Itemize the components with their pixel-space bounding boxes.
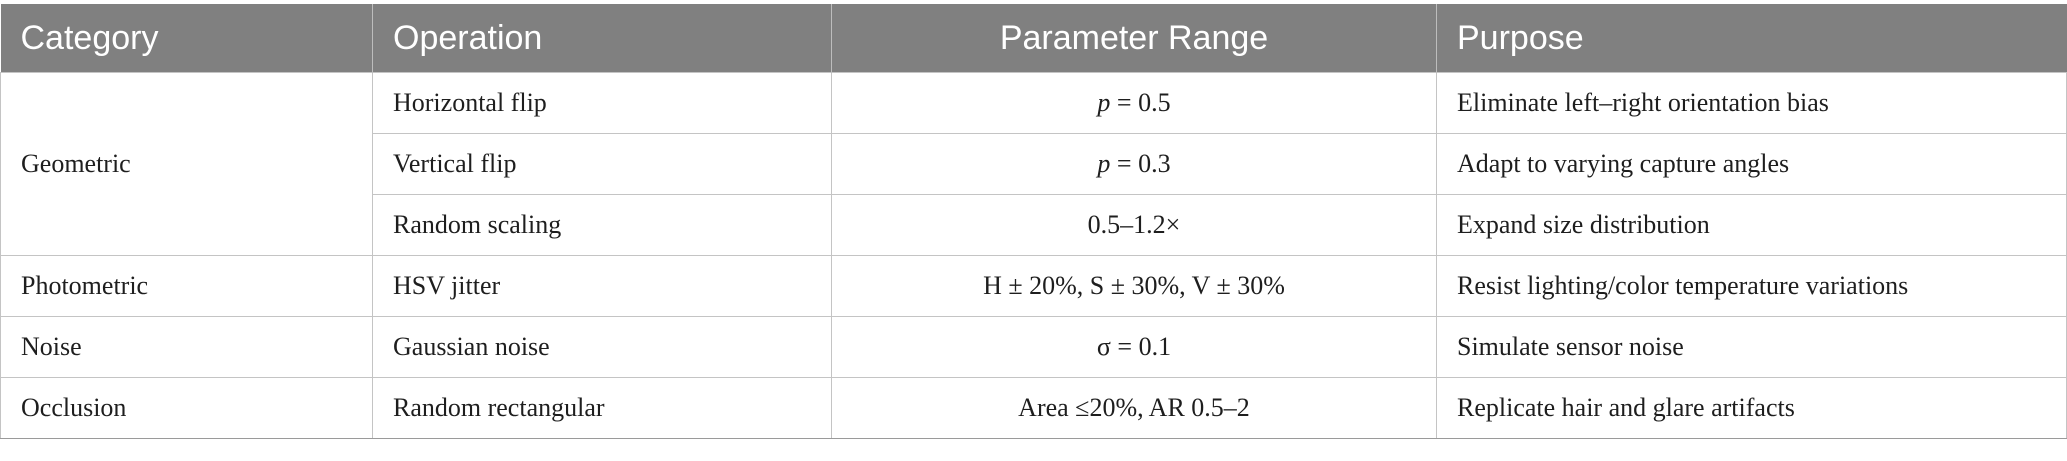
header-parameter-range: Parameter Range xyxy=(831,4,1437,73)
parameter-variable: p xyxy=(1097,88,1111,117)
parameter-cell: H ± 20%, S ± 30%, V ± 30% xyxy=(831,255,1437,317)
table-row: Geometric Horizontal flip p = 0.5 Elimin… xyxy=(0,72,2067,256)
category-cell: Noise xyxy=(0,316,373,378)
augmentation-table: Category Operation Parameter Range Purpo… xyxy=(0,4,2067,439)
operation-cell: Random rectangular xyxy=(372,377,832,439)
table-body: Geometric Horizontal flip p = 0.5 Elimin… xyxy=(0,72,2067,439)
category-cell: Geometric xyxy=(0,72,373,256)
parameter-variable: p xyxy=(1097,149,1111,178)
operation-cell: Vertical flip xyxy=(372,133,832,195)
category-cell: Photometric xyxy=(0,255,373,317)
purpose-cell: Simulate sensor noise xyxy=(1436,316,2067,378)
table-row: Photometric HSV jitter H ± 20%, S ± 30%,… xyxy=(0,255,2067,317)
parameter-cell: σ = 0.1 xyxy=(831,316,1437,378)
header-operation: Operation xyxy=(372,4,832,73)
parameter-cell: Area ≤20%, AR 0.5–2 xyxy=(831,377,1437,439)
parameter-value: = 0.3 xyxy=(1110,149,1171,178)
table-header: Category Operation Parameter Range Purpo… xyxy=(0,4,2067,73)
header-category: Category xyxy=(0,4,373,73)
operation-cell: HSV jitter xyxy=(372,255,832,317)
parameter-cell: 0.5–1.2× xyxy=(831,194,1437,256)
category-cell: Occlusion xyxy=(0,377,373,439)
parameter-cell: p = 0.5 xyxy=(831,72,1437,134)
purpose-cell: Eliminate left–right orientation bias xyxy=(1436,72,2067,134)
operation-cell: Gaussian noise xyxy=(372,316,832,378)
purpose-cell: Resist lighting/color temperature variat… xyxy=(1436,255,2067,317)
operation-cell: Horizontal flip xyxy=(372,72,832,134)
header-purpose: Purpose xyxy=(1436,4,2067,73)
operation-cell: Random scaling xyxy=(372,194,832,256)
parameter-value: = 0.5 xyxy=(1110,88,1171,117)
table-row: Noise Gaussian noise σ = 0.1 Simulate se… xyxy=(0,316,2067,378)
purpose-cell: Adapt to varying capture angles xyxy=(1436,133,2067,195)
table-row: Occlusion Random rectangular Area ≤20%, … xyxy=(0,377,2067,439)
header-row: Category Operation Parameter Range Purpo… xyxy=(0,4,2067,73)
purpose-cell: Expand size distribution xyxy=(1436,194,2067,256)
parameter-cell: p = 0.3 xyxy=(831,133,1437,195)
purpose-cell: Replicate hair and glare artifacts xyxy=(1436,377,2067,439)
table-row: Vertical flip p = 0.3 Adapt to varying c… xyxy=(1,133,2067,195)
